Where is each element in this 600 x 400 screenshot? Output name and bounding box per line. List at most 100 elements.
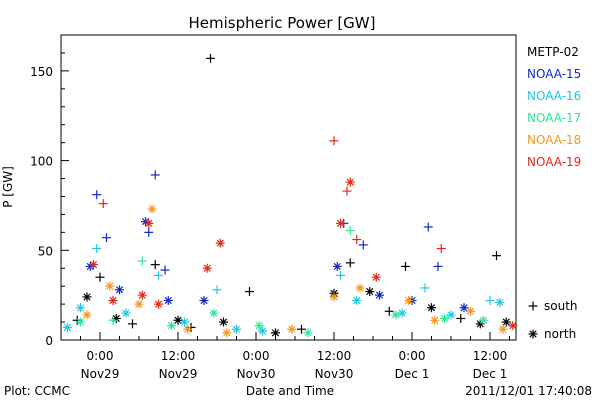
data-point-south xyxy=(92,244,102,253)
legend: METP-02 NOAA-15 NOAA-16 NOAA-17 NOAA-18 NOAA-… xyxy=(527,45,581,169)
data-point-north xyxy=(111,313,121,323)
data-point-south xyxy=(150,260,160,270)
data-point-north xyxy=(345,177,355,187)
marker-legend-label: north xyxy=(544,327,576,341)
marker-legend-label: south xyxy=(544,299,578,313)
data-point-north xyxy=(76,303,85,313)
data-point-south xyxy=(150,170,160,180)
x-tick-time: 0:00 xyxy=(399,349,426,363)
data-point-south xyxy=(154,270,163,280)
data-point-north xyxy=(254,321,264,331)
x-tick-date: Dec 1 xyxy=(473,367,508,381)
data-point-north xyxy=(180,317,189,327)
data-point-north xyxy=(108,296,118,306)
plot-credit: Plot: CCMC xyxy=(4,384,70,398)
x-tick-date: Nov30 xyxy=(237,367,276,381)
x-tick-time: 12:00 xyxy=(317,349,352,363)
data-point-north xyxy=(479,315,488,325)
data-point-north xyxy=(199,296,209,306)
x-tick-date: Nov29 xyxy=(159,367,198,381)
data-point-north xyxy=(154,299,163,309)
y-axis-label: P [GW] xyxy=(1,166,15,208)
data-point-north xyxy=(82,310,92,320)
data-point-north xyxy=(397,308,407,318)
data-point-south xyxy=(297,324,306,334)
data-point-south xyxy=(128,319,137,329)
data-point-north xyxy=(329,292,339,302)
data-point-north xyxy=(215,238,225,248)
data-point-north xyxy=(63,322,72,332)
data-point-north xyxy=(287,324,297,334)
data-point-north xyxy=(446,310,456,320)
data-point-north xyxy=(495,297,505,307)
data-point-north xyxy=(219,317,228,327)
data-point-south xyxy=(345,226,355,236)
x-tick-date: Dec 1 xyxy=(395,367,430,381)
data-point-north xyxy=(336,218,345,228)
data-point-south xyxy=(245,287,254,297)
x-axis: 0:00 Nov29 12:00 Nov29 0:00 Nov30 12:00 Nov30 0:… xyxy=(60,332,510,381)
y-axis: 0 50 100 150 xyxy=(30,34,69,348)
data-point-south xyxy=(108,315,118,325)
data-point-south xyxy=(456,313,466,323)
data-point-north xyxy=(82,292,92,302)
data-point-south xyxy=(384,306,394,316)
data-point-north xyxy=(375,290,384,300)
data-point-north xyxy=(209,308,219,318)
asterisk-marker-icon xyxy=(528,329,538,339)
data-point-north xyxy=(391,310,401,320)
data-point-north xyxy=(501,317,511,327)
legend-item: NOAA-19 xyxy=(527,155,581,169)
data-point-north xyxy=(498,324,508,334)
data-point-south xyxy=(95,272,105,282)
data-point-north xyxy=(459,303,469,313)
y-tick-label: 0 xyxy=(45,334,53,348)
data-point-north xyxy=(365,287,375,297)
data-point-north xyxy=(173,315,183,325)
x-axis-label: Date and Time xyxy=(246,384,334,398)
data-point-north xyxy=(115,285,124,295)
data-point-south xyxy=(352,235,362,245)
timestamp: 2011/12/01 17:40:08 xyxy=(465,384,592,398)
data-point-north xyxy=(89,260,98,270)
data-point-north xyxy=(440,313,449,323)
data-point-north xyxy=(352,296,362,306)
data-point-south xyxy=(433,261,443,271)
data-point-south xyxy=(358,240,368,250)
data-point-north xyxy=(427,303,436,313)
data-point-south xyxy=(137,256,147,266)
plus-marker-icon xyxy=(528,301,538,311)
data-point-south xyxy=(98,199,108,209)
marker-legend: south north xyxy=(528,299,578,341)
data-point-north xyxy=(183,324,193,334)
data-point-north xyxy=(147,204,157,214)
data-point-north xyxy=(430,315,440,325)
data-point-north xyxy=(134,299,144,309)
data-point-south xyxy=(336,270,345,280)
data-point-south xyxy=(345,258,355,268)
data-point-south xyxy=(212,285,222,295)
data-point-south xyxy=(420,283,430,293)
data-point-north xyxy=(404,296,414,306)
data-point-north xyxy=(508,321,518,331)
data-point-north xyxy=(144,218,154,228)
legend-item: NOAA-17 xyxy=(527,111,581,125)
x-tick-time: 12:00 xyxy=(473,349,508,363)
data-point-north xyxy=(332,261,342,271)
data-point-south xyxy=(160,265,170,275)
data-point-north xyxy=(271,328,280,338)
data-point-north xyxy=(137,290,147,300)
data-point-north xyxy=(121,308,131,318)
data-point-south xyxy=(92,190,102,200)
y-tick-label: 150 xyxy=(30,65,53,79)
x-tick-date: Nov29 xyxy=(81,367,120,381)
data-point-north xyxy=(466,306,475,316)
chart-title: Hemispheric Power [GW] xyxy=(189,14,376,32)
x-tick-time: 12:00 xyxy=(161,349,196,363)
data-point-south xyxy=(492,251,501,261)
data-point-north xyxy=(163,296,173,306)
data-point-south xyxy=(436,244,446,253)
legend-item: NOAA-15 xyxy=(527,67,581,81)
data-point-north xyxy=(202,263,212,273)
